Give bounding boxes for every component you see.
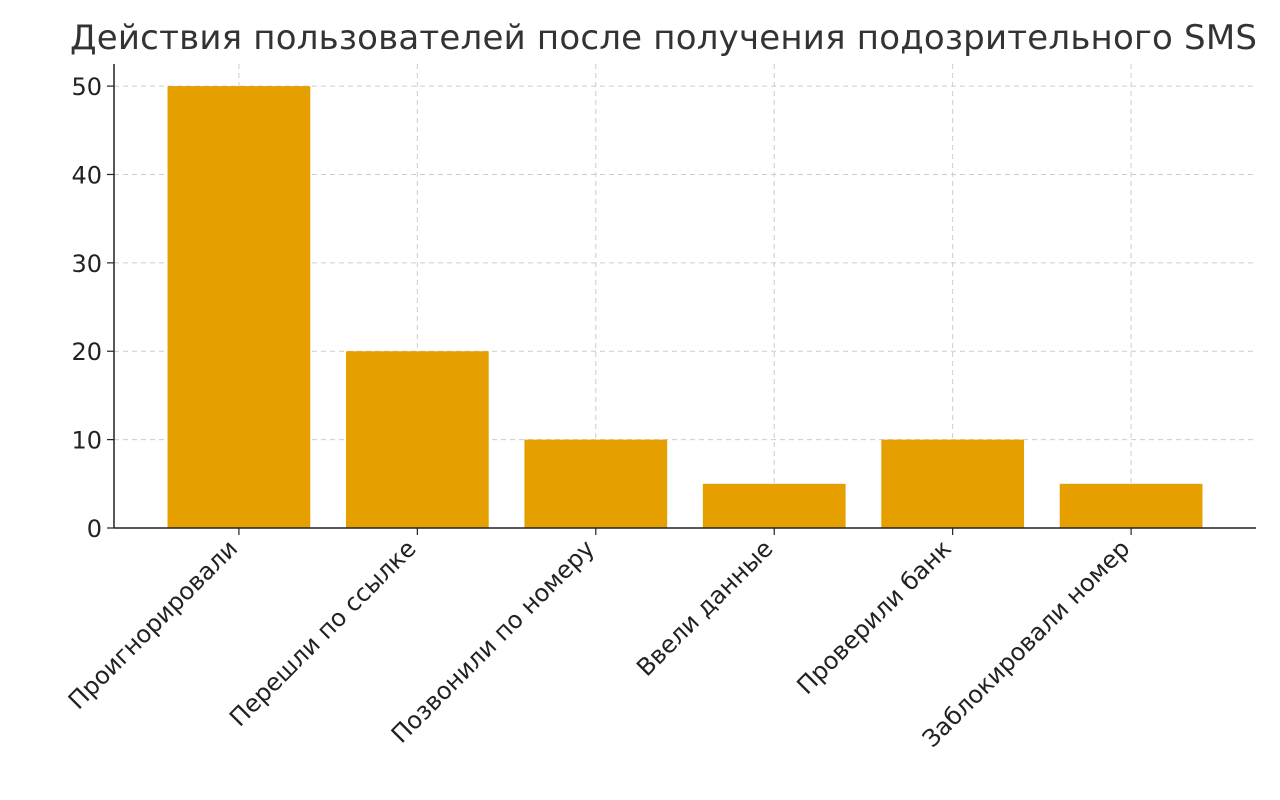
- bar-1: [167, 86, 311, 528]
- x-tick-label: Ввели данные: [631, 534, 778, 681]
- bars: [167, 86, 1203, 528]
- y-tick-labels: 0 10 20 30 40 50: [71, 73, 102, 543]
- x-tick-label: Проигнорировали: [63, 534, 243, 714]
- chart-title: Действия пользователей после получения п…: [70, 18, 1258, 58]
- x-tick-label: Позвонили по номеру: [386, 534, 600, 748]
- bar-5: [881, 439, 1025, 528]
- bar-6: [1059, 483, 1203, 528]
- y-tick-label: 30: [71, 250, 102, 278]
- bar-2: [345, 351, 489, 528]
- bar-3: [524, 439, 668, 528]
- y-tick-label: 10: [71, 427, 102, 455]
- bar-4: [702, 483, 846, 528]
- y-tick-label: 0: [87, 515, 102, 543]
- y-tick-label: 20: [71, 338, 102, 366]
- y-tick-label: 50: [71, 73, 102, 101]
- axes: [107, 64, 1256, 535]
- x-tick-label: Заблокировали номер: [917, 534, 1135, 752]
- x-tick-label: Перешли по ссылке: [224, 534, 421, 731]
- x-tick-label: Проверили банк: [791, 534, 956, 699]
- y-tick-label: 40: [71, 161, 102, 189]
